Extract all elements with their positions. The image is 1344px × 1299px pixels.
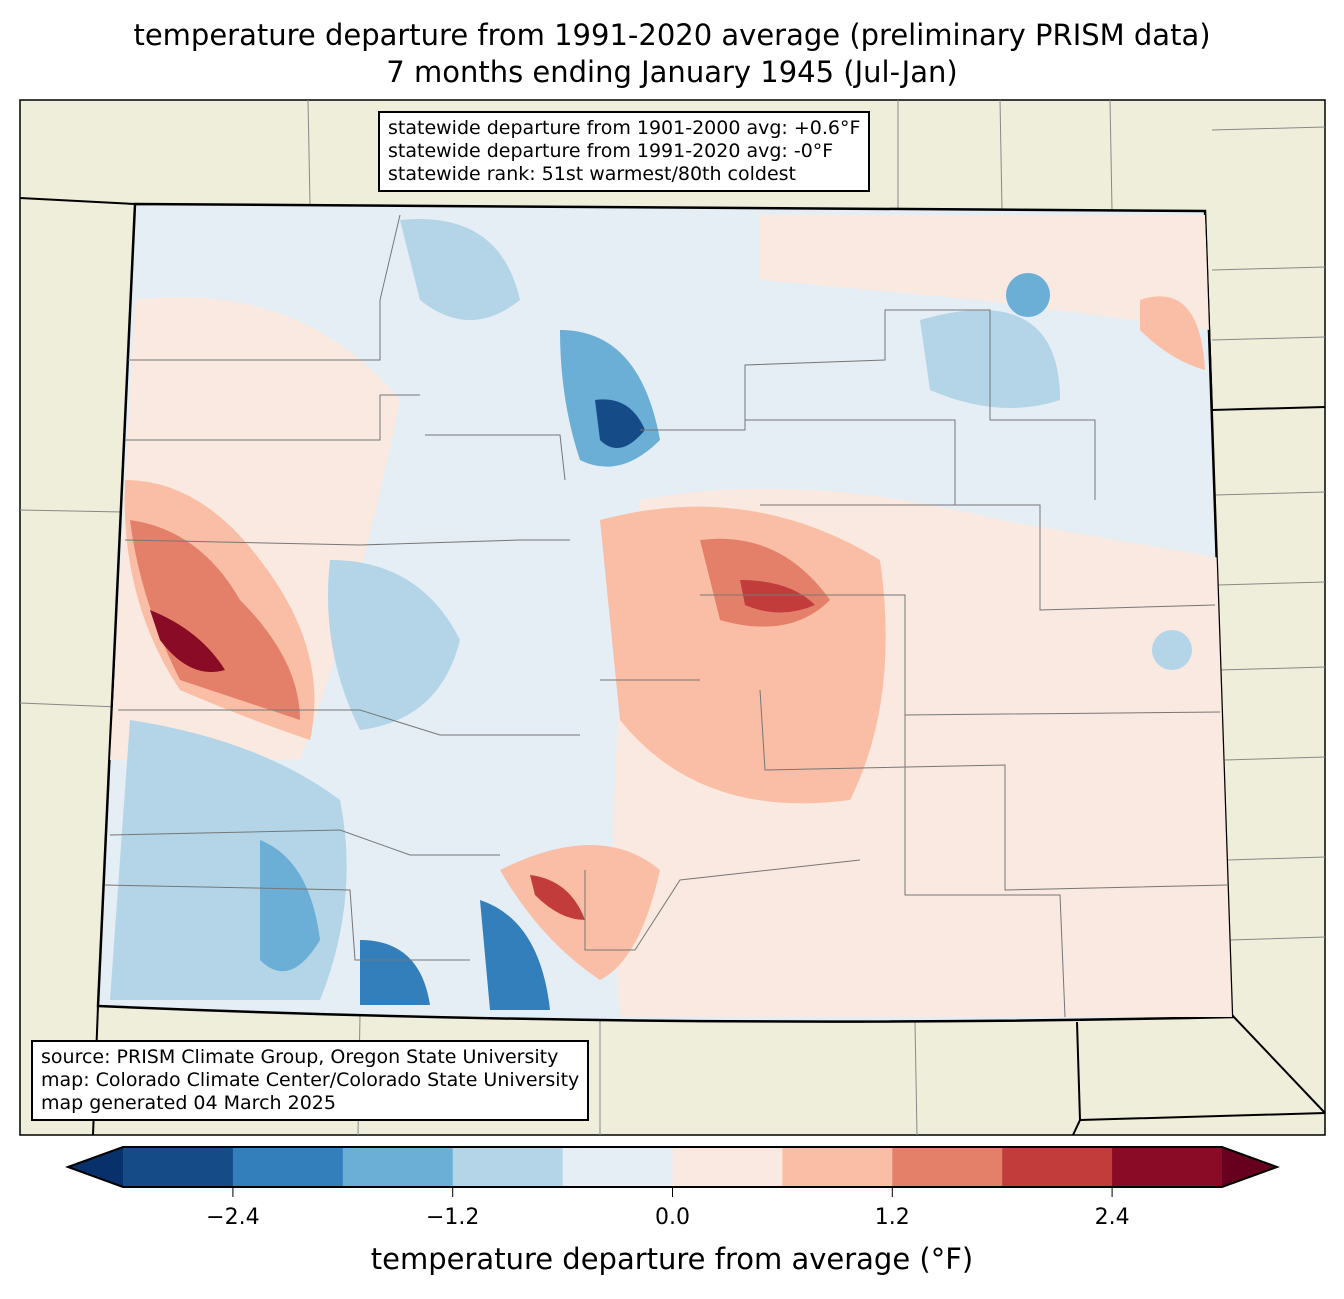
colorbar-tick-label: −2.4 <box>206 1205 260 1230</box>
county-lines <box>104 214 1228 1018</box>
neighbor-county-lines <box>19 99 1326 1136</box>
colorbar-segment <box>1112 1147 1223 1187</box>
colorbar-tick-label: 0.0 <box>655 1205 690 1230</box>
stat-departure-1991-2020: statewide departure from 1991-2020 avg: … <box>388 140 834 162</box>
colorbar-segment <box>782 1147 893 1187</box>
colorbar-segment <box>452 1147 564 1187</box>
stat-rank: statewide rank: 51st warmest/80th coldes… <box>388 163 797 185</box>
statewide-stats-box: statewide departure from 1901-2000 avg: … <box>378 111 871 192</box>
colorbar-segment <box>1002 1147 1113 1187</box>
map-title: temperature departure from 1991-2020 ave… <box>133 18 1211 52</box>
map-subtitle: 7 months ending January 1945 (Jul-Jan) <box>386 55 958 89</box>
generated-date-line: map generated 04 March 2025 <box>41 1092 336 1114</box>
colorbar-label: temperature departure from average (°F) <box>370 1242 974 1276</box>
colorbar-segment <box>562 1147 673 1187</box>
colorbar-segment <box>68 1147 123 1187</box>
colorbar <box>68 1147 1277 1187</box>
colorbar-segment <box>342 1147 454 1187</box>
colorbar-segment <box>123 1147 234 1187</box>
colorbar-tick-label: 1.2 <box>874 1205 910 1230</box>
stat-departure-1901-2000: statewide departure from 1901-2000 avg: … <box>388 117 861 139</box>
anomaly-contours <box>110 215 1232 1017</box>
colorbar-segment <box>672 1147 783 1187</box>
colorbar-segment <box>892 1147 1003 1187</box>
colorbar-tick-label: −1.2 <box>425 1205 480 1230</box>
colorbar-tick-label: 2.4 <box>1094 1205 1130 1230</box>
source-line: source: PRISM Climate Group, Oregon Stat… <box>41 1046 559 1068</box>
colorbar-outline <box>65 1146 1280 1188</box>
colorbar-ticks <box>232 1187 1113 1197</box>
map-credit-line: map: Colorado Climate Center/Colorado St… <box>41 1069 580 1091</box>
colorbar-segment <box>232 1147 344 1187</box>
source-box: source: PRISM Climate Group, Oregon Stat… <box>31 1040 590 1121</box>
colorbar-segment <box>1222 1147 1277 1187</box>
